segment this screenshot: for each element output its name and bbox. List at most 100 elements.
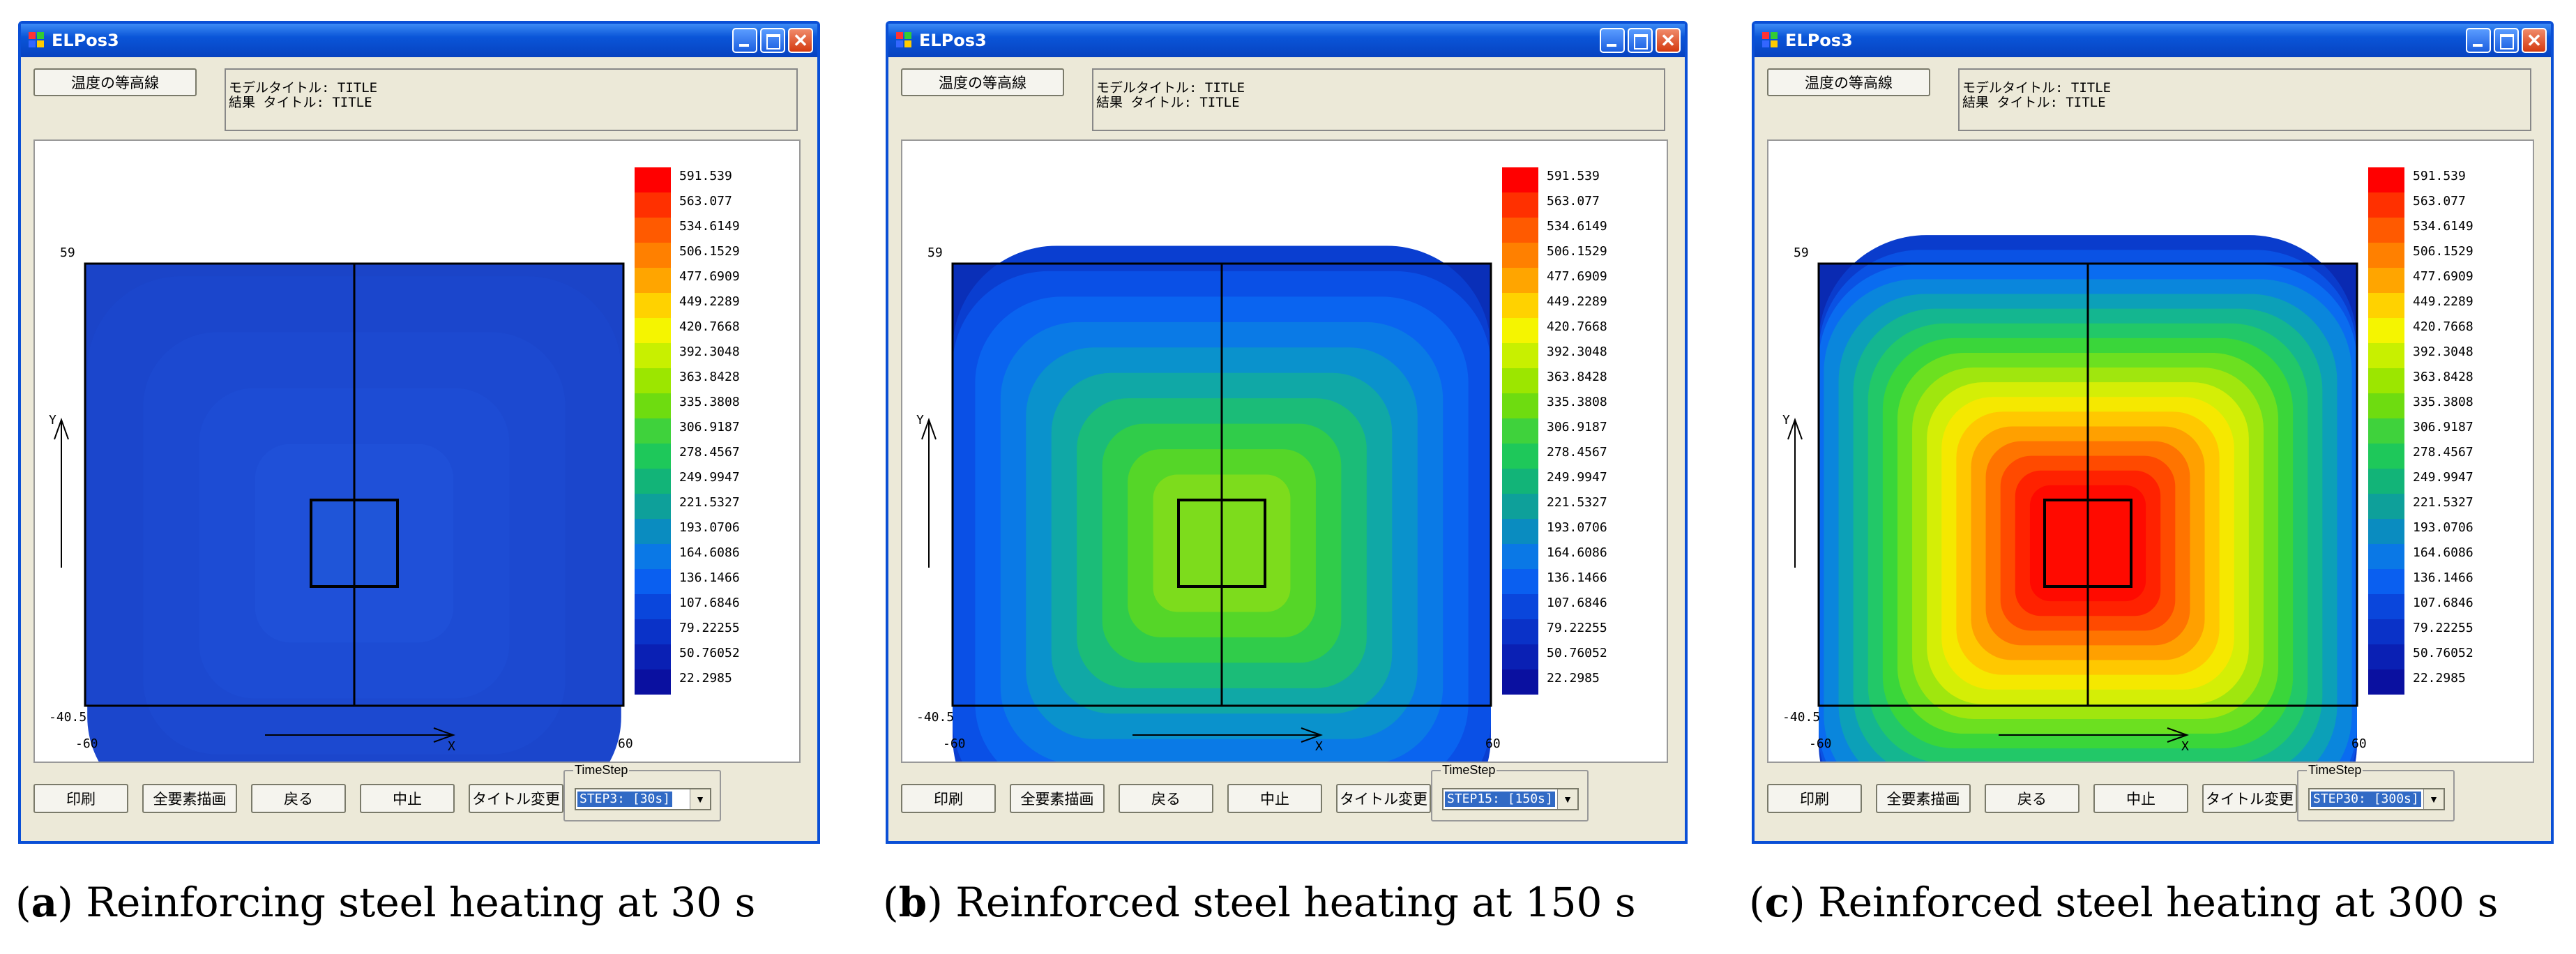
app-icon bbox=[1762, 32, 1778, 47]
draw-all-button[interactable]: 全要素描画 bbox=[1010, 784, 1105, 813]
maximize-icon[interactable] bbox=[2494, 28, 2519, 53]
close-icon[interactable]: ✕ bbox=[2522, 28, 2547, 53]
legend-swatch bbox=[2368, 293, 2404, 318]
legend-value: 22.2985 bbox=[1547, 671, 1600, 686]
minimize-icon[interactable] bbox=[732, 28, 757, 53]
close-icon[interactable]: ✕ bbox=[788, 28, 813, 53]
legend-value: 335.3808 bbox=[1547, 395, 1607, 409]
caption-letter: a bbox=[31, 879, 58, 926]
window-title: ELPos3 bbox=[1785, 31, 1853, 50]
minimize-icon[interactable] bbox=[2466, 28, 2491, 53]
legend-swatch bbox=[2368, 444, 2404, 469]
legend-value: 278.4567 bbox=[2413, 445, 2473, 460]
legend-value: 363.8428 bbox=[679, 370, 740, 384]
legend-value: 363.8428 bbox=[2413, 370, 2473, 384]
print-button[interactable]: 印刷 bbox=[1767, 784, 1862, 813]
contour-temperature-button[interactable]: 温度の等高線 bbox=[1767, 68, 1930, 96]
legend-value: 249.9947 bbox=[2413, 470, 2473, 485]
close-icon[interactable]: ✕ bbox=[1656, 28, 1681, 53]
legend-value: 136.1466 bbox=[2413, 570, 2473, 585]
legend-value: 506.1529 bbox=[1547, 244, 1607, 259]
legend-swatch bbox=[1502, 368, 1538, 393]
legend-swatch bbox=[2368, 594, 2404, 619]
legend-swatch bbox=[1502, 594, 1538, 619]
legend-swatch bbox=[2368, 268, 2404, 293]
change-title-button[interactable]: タイトル変更 bbox=[2202, 784, 2297, 813]
x-min-label: -60 bbox=[943, 736, 966, 751]
y-axis-label: Y bbox=[916, 413, 924, 427]
legend-value: 278.4567 bbox=[679, 445, 740, 460]
timestep-label: TimeStep bbox=[1441, 763, 1497, 778]
back-button[interactable]: 戻る bbox=[1119, 784, 1213, 813]
legend-value: 79.22255 bbox=[2413, 621, 2473, 635]
timestep-select[interactable]: STEP3: [30s] ▼ bbox=[575, 788, 711, 810]
legend-swatch bbox=[1502, 669, 1538, 695]
legend-swatch bbox=[635, 418, 671, 444]
maximize-icon[interactable] bbox=[1628, 28, 1653, 53]
legend-value: 107.6846 bbox=[2413, 596, 2473, 610]
print-button[interactable]: 印刷 bbox=[901, 784, 996, 813]
chevron-down-icon[interactable]: ▼ bbox=[690, 789, 710, 809]
draw-all-button[interactable]: 全要素描画 bbox=[142, 784, 237, 813]
contour-temperature-button[interactable]: 温度の等高線 bbox=[901, 68, 1064, 96]
legend-swatch bbox=[1502, 569, 1538, 594]
legend-value: 591.539 bbox=[679, 169, 732, 183]
change-title-button[interactable]: タイトル変更 bbox=[1336, 784, 1431, 813]
contour-canvas[interactable]: 591.539 563.077 534.6149 506.1529 477.6909 44… bbox=[901, 139, 1668, 763]
legend-swatch bbox=[1502, 268, 1538, 293]
legend-swatch bbox=[2368, 192, 2404, 218]
stop-button[interactable]: 中止 bbox=[360, 784, 455, 813]
contour-plot bbox=[921, 245, 1492, 762]
window-title: ELPos3 bbox=[52, 31, 119, 50]
title-bar[interactable]: ELPos3 ✕ bbox=[21, 24, 817, 57]
x-axis-label: X bbox=[448, 739, 455, 754]
change-title-button[interactable]: タイトル変更 bbox=[469, 784, 563, 813]
legend-swatch bbox=[1502, 469, 1538, 494]
legend-swatch bbox=[2368, 544, 2404, 569]
chevron-down-icon[interactable]: ▼ bbox=[1557, 789, 1577, 809]
maximize-icon[interactable] bbox=[760, 28, 785, 53]
back-button[interactable]: 戻る bbox=[1985, 784, 2079, 813]
legend-swatch bbox=[2368, 393, 2404, 418]
title-info-box: モデルタイトル: TITLE 結果 タイトル: TITLE bbox=[225, 68, 798, 131]
stop-button[interactable]: 中止 bbox=[2093, 784, 2188, 813]
legend-value: 79.22255 bbox=[1547, 621, 1607, 635]
timestep-group: TimeStep STEP3: [30s] ▼ bbox=[563, 763, 721, 821]
legend-swatch bbox=[1502, 619, 1538, 644]
legend-swatch bbox=[635, 494, 671, 519]
legend-value: 534.6149 bbox=[1547, 219, 1607, 234]
caption-text: Reinforcing steel heating at 30 s bbox=[86, 879, 756, 926]
contour-canvas[interactable]: 591.539 563.077 534.6149 506.1529 477.6909 44… bbox=[33, 139, 801, 763]
x-min-label: -60 bbox=[75, 736, 98, 751]
legend-swatch bbox=[635, 544, 671, 569]
timestep-select[interactable]: STEP30: [300s] ▼ bbox=[2308, 788, 2445, 810]
contour-temperature-button[interactable]: 温度の等高線 bbox=[33, 68, 197, 96]
contour-canvas[interactable]: 591.539 563.077 534.6149 506.1529 477.6909 44… bbox=[1767, 139, 2534, 763]
draw-all-button[interactable]: 全要素描画 bbox=[1876, 784, 1971, 813]
legend-value: 136.1466 bbox=[1547, 570, 1607, 585]
plot-border bbox=[84, 262, 625, 707]
y-max-label: 59 bbox=[1794, 245, 1809, 260]
timestep-select[interactable]: STEP15: [150s] ▼ bbox=[1442, 788, 1579, 810]
legend-swatch bbox=[635, 469, 671, 494]
legend-value: 591.539 bbox=[1547, 169, 1600, 183]
legend-swatch bbox=[635, 594, 671, 619]
timestep-value: STEP3: [30s] bbox=[577, 792, 673, 807]
result-title: 結果 タイトル: TITLE bbox=[229, 95, 372, 110]
legend-swatch bbox=[1502, 218, 1538, 243]
legend-value: 306.9187 bbox=[1547, 420, 1607, 434]
stop-button[interactable]: 中止 bbox=[1227, 784, 1322, 813]
print-button[interactable]: 印刷 bbox=[33, 784, 128, 813]
legend-swatch bbox=[635, 569, 671, 594]
legend-value: 392.3048 bbox=[2413, 344, 2473, 359]
minimize-icon[interactable] bbox=[1600, 28, 1625, 53]
y-max-label: 59 bbox=[60, 245, 75, 260]
title-bar[interactable]: ELPos3 ✕ bbox=[888, 24, 1685, 57]
legend-value: 392.3048 bbox=[1547, 344, 1607, 359]
chevron-down-icon[interactable]: ▼ bbox=[2423, 789, 2444, 809]
legend-swatch bbox=[1502, 293, 1538, 318]
back-button[interactable]: 戻る bbox=[251, 784, 346, 813]
legend-value: 306.9187 bbox=[2413, 420, 2473, 434]
title-bar[interactable]: ELPos3 ✕ bbox=[1755, 24, 2551, 57]
legend-value: 22.2985 bbox=[2413, 671, 2466, 686]
